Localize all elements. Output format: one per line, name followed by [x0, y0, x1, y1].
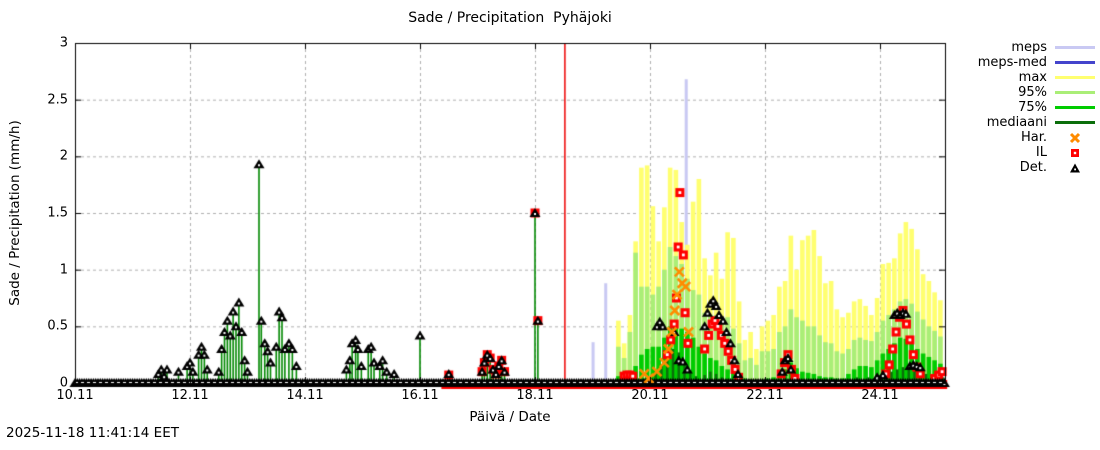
x-tick-label: 18.11: [516, 388, 554, 403]
legend-line-swatch: [1054, 87, 1096, 99]
y-tick-label: 1: [59, 262, 68, 278]
legend-line-swatch: [1054, 42, 1096, 54]
legend-label: Har.: [1020, 130, 1047, 145]
square-marker-icon: [1054, 147, 1096, 159]
x-axis-label: Päivä / Date: [469, 409, 551, 425]
legend-label: IL: [1035, 145, 1047, 160]
legend-label: mediaani: [986, 115, 1047, 130]
legend-item-har-: Har.: [938, 130, 1096, 145]
x-tick-label: 16.11: [401, 388, 439, 403]
legend-label: max: [1018, 70, 1047, 85]
legend-line-swatch: [1054, 57, 1096, 69]
legend-item-meps: meps: [938, 40, 1096, 55]
x-marker-icon: [1054, 132, 1096, 144]
legend-line-swatch: [1054, 72, 1096, 84]
y-tick-label: 2: [59, 148, 68, 164]
x-tick-label: 10.11: [56, 388, 94, 403]
legend-item-mediaani: mediaani: [938, 115, 1096, 130]
legend: meps meps-med max 95% 75% mediaani Har. IL Det.: [938, 40, 1096, 175]
legend-item-max: max: [938, 70, 1096, 85]
legend-item-95-: 95%: [938, 85, 1096, 100]
legend-item-75-: 75%: [938, 100, 1096, 115]
legend-line-swatch: [1054, 102, 1096, 114]
legend-label: Det.: [1019, 160, 1047, 175]
legend-item-meps-med: meps-med: [938, 55, 1096, 70]
y-tick-label: 3: [59, 35, 68, 51]
legend-line-swatch: [1054, 117, 1096, 129]
legend-label: 75%: [1018, 100, 1047, 115]
legend-item-det-: Det.: [938, 160, 1096, 175]
legend-item-il: IL: [938, 145, 1096, 160]
y-tick-label: 0: [59, 375, 68, 391]
legend-label: meps: [1011, 40, 1047, 55]
timestamp: 2025-11-18 11:41:14 EET: [6, 425, 179, 441]
legend-label: meps-med: [977, 55, 1047, 70]
y-tick-label: 1.5: [47, 205, 68, 221]
x-tick-label: 22.11: [746, 388, 784, 403]
legend-label: 95%: [1018, 85, 1047, 100]
triangle-marker-icon: [1054, 162, 1096, 174]
y-tick-label: 0.5: [47, 318, 68, 334]
x-tick-label: 12.11: [171, 388, 209, 403]
y-tick-label: 2.5: [47, 92, 68, 108]
x-tick-label: 24.11: [861, 388, 899, 403]
chart-title: Sade / Precipitation Pyhäjoki: [408, 10, 612, 26]
x-tick-label: 20.11: [631, 388, 669, 403]
x-tick-label: 14.11: [286, 388, 324, 403]
